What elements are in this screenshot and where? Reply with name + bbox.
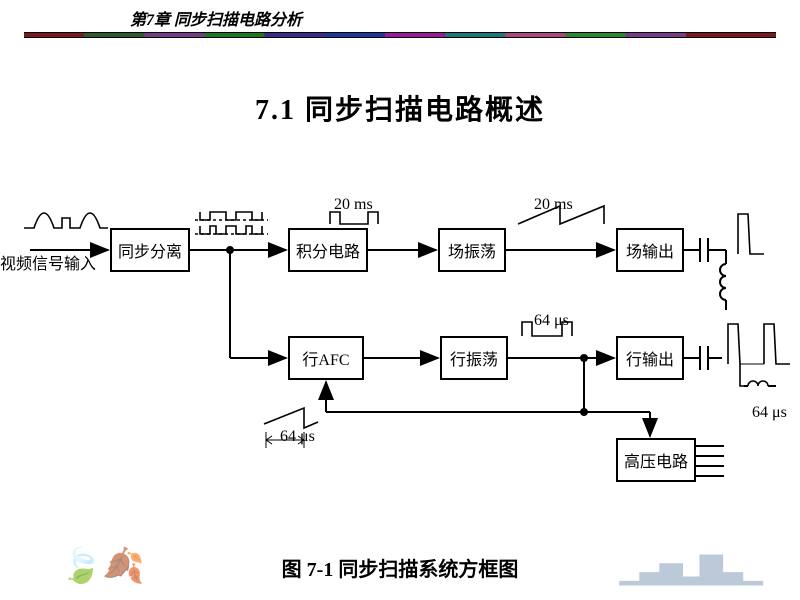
block-fosc: 场振荡 <box>438 228 506 272</box>
block-hout: 行输出 <box>616 336 684 380</box>
page-title: 7.1 同步扫描电路概述 <box>0 88 800 128</box>
block-hv: 高压电路 <box>616 438 696 482</box>
block-hosc: 行振荡 <box>440 336 508 380</box>
label-in_label: 视频信号输入 <box>0 250 96 274</box>
chapter-label: 第7章 同步扫描电路分析 <box>130 6 800 30</box>
timing-label-2: 64 μs <box>534 312 569 330</box>
timing-label-0: 20 ms <box>334 196 373 214</box>
block-fout: 场输出 <box>616 228 684 272</box>
figure-caption: 图 7-1 同步扫描系统方框图 <box>282 559 519 581</box>
block-hafc: 行AFC <box>288 336 364 380</box>
block-integ: 积分电路 <box>288 228 368 272</box>
block-diagram: 视频信号输入同步分离 积分电路 场振荡 场输出行AFC 行振荡 行输出高压电路 20 ms… <box>0 168 800 508</box>
timing-label-1: 20 ms <box>534 196 573 214</box>
header-colorbar <box>24 32 776 38</box>
timing-label-3: 64 μs <box>280 428 315 446</box>
timing-label-4: 64 μs <box>752 404 787 422</box>
block-sync: 同步分离 <box>110 228 190 272</box>
